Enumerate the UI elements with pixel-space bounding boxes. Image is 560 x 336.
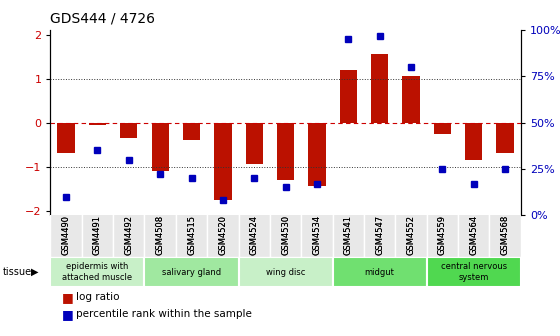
Bar [239, 213, 270, 257]
Text: GSM4547: GSM4547 [375, 215, 384, 255]
Bar [183, 123, 200, 140]
Bar [207, 213, 239, 257]
Bar [277, 123, 294, 180]
Bar [489, 213, 521, 257]
Text: GSM4524: GSM4524 [250, 215, 259, 255]
Bar [176, 213, 207, 257]
Text: GSM4564: GSM4564 [469, 215, 478, 255]
Bar [50, 213, 82, 257]
Bar [113, 213, 144, 257]
Bar [340, 70, 357, 123]
Text: GSM4547: GSM4547 [375, 215, 384, 255]
Bar [333, 257, 427, 287]
Text: GSM4492: GSM4492 [124, 215, 133, 255]
Bar [497, 123, 514, 154]
Text: GSM4534: GSM4534 [312, 215, 321, 255]
Text: GSM4530: GSM4530 [281, 215, 290, 255]
Bar [427, 213, 458, 257]
Bar [301, 213, 333, 257]
Bar [214, 123, 231, 200]
Bar [82, 213, 113, 257]
Text: GSM4559: GSM4559 [438, 215, 447, 255]
Text: ■: ■ [62, 291, 73, 304]
Text: epidermis with
attached muscle: epidermis with attached muscle [62, 262, 133, 282]
Text: log ratio: log ratio [76, 292, 119, 302]
Bar [427, 257, 521, 287]
Text: GSM4491: GSM4491 [93, 215, 102, 255]
Text: GSM4534: GSM4534 [312, 215, 321, 255]
Text: GSM4524: GSM4524 [250, 215, 259, 255]
Text: GSM4515: GSM4515 [187, 215, 196, 255]
Bar [403, 77, 419, 123]
Text: GSM4492: GSM4492 [124, 215, 133, 255]
Bar [246, 123, 263, 164]
Text: GSM4515: GSM4515 [187, 215, 196, 255]
Bar [309, 123, 325, 186]
Text: GSM4541: GSM4541 [344, 215, 353, 255]
Bar [50, 257, 144, 287]
Bar [152, 123, 169, 171]
Text: GSM4520: GSM4520 [218, 215, 227, 255]
Bar [458, 213, 489, 257]
Text: GSM4552: GSM4552 [407, 215, 416, 255]
Text: GSM4490: GSM4490 [62, 215, 71, 255]
Text: GDS444 / 4726: GDS444 / 4726 [50, 12, 156, 26]
Text: tissue: tissue [3, 267, 32, 277]
Text: GSM4568: GSM4568 [501, 215, 510, 255]
Text: percentile rank within the sample: percentile rank within the sample [76, 309, 251, 319]
Text: GSM4552: GSM4552 [407, 215, 416, 255]
Bar [58, 123, 74, 154]
Bar [434, 123, 451, 134]
Bar [120, 123, 137, 138]
Bar [144, 213, 176, 257]
Text: GSM4520: GSM4520 [218, 215, 227, 255]
Text: ■: ■ [62, 308, 73, 321]
Text: GSM4508: GSM4508 [156, 215, 165, 255]
Text: GSM4564: GSM4564 [469, 215, 478, 255]
Text: GSM4559: GSM4559 [438, 215, 447, 255]
Bar [270, 213, 301, 257]
Text: GSM4508: GSM4508 [156, 215, 165, 255]
Text: wing disc: wing disc [266, 268, 305, 277]
Text: GSM4491: GSM4491 [93, 215, 102, 255]
Text: GSM4568: GSM4568 [501, 215, 510, 255]
Bar [395, 213, 427, 257]
Text: GSM4490: GSM4490 [62, 215, 71, 255]
Text: salivary gland: salivary gland [162, 268, 221, 277]
Bar [371, 54, 388, 123]
Text: GSM4530: GSM4530 [281, 215, 290, 255]
Text: ▶: ▶ [31, 267, 38, 277]
Bar [144, 257, 239, 287]
Bar [364, 213, 395, 257]
Text: GSM4541: GSM4541 [344, 215, 353, 255]
Bar [89, 123, 106, 125]
Bar [333, 213, 364, 257]
Text: central nervous
system: central nervous system [441, 262, 507, 282]
Bar [465, 123, 482, 160]
Bar [239, 257, 333, 287]
Text: midgut: midgut [365, 268, 395, 277]
